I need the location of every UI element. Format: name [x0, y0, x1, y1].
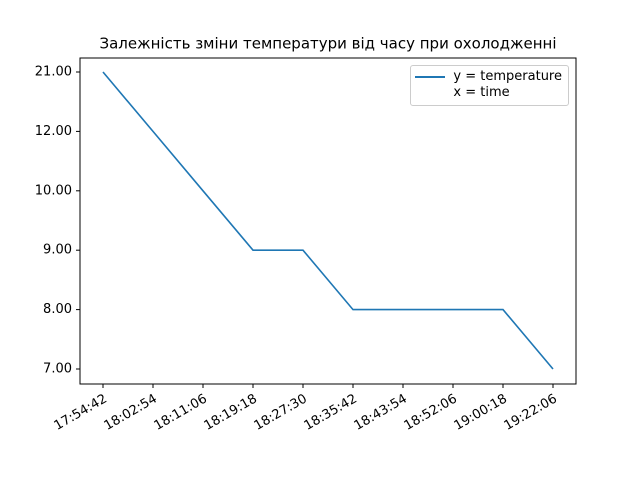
x-tick-label: 17:54:42 [52, 392, 110, 434]
legend-label: y = temperature x = time [453, 69, 562, 100]
legend-swatch [415, 76, 446, 78]
x-tick-label: 18:19:18 [202, 392, 260, 434]
x-tick-label: 19:00:18 [452, 392, 510, 434]
x-tick-label: 18:11:06 [152, 392, 210, 434]
legend: y = temperature x = time [410, 65, 569, 106]
chart-title: Залежність зміни температури від часу пр… [99, 35, 556, 53]
x-tick-label: 18:35:42 [302, 392, 360, 434]
y-tick-label: 7.00 [43, 362, 72, 377]
y-tick-label: 9.00 [43, 243, 72, 258]
x-tick-label: 18:27:30 [252, 392, 310, 434]
y-tick-label: 8.00 [43, 302, 72, 317]
y-tick-label: 10.00 [35, 183, 72, 198]
x-tick-label: 18:02:54 [102, 392, 160, 434]
x-tick-label: 18:52:06 [402, 392, 460, 434]
data-line [102, 71, 554, 370]
x-tick-label: 19:22:06 [502, 392, 560, 434]
x-tick-label: 18:43:54 [352, 392, 410, 434]
plot-frame [79, 57, 577, 385]
y-tick-label: 21.00 [35, 65, 72, 80]
y-tick-label: 12.00 [35, 124, 72, 139]
